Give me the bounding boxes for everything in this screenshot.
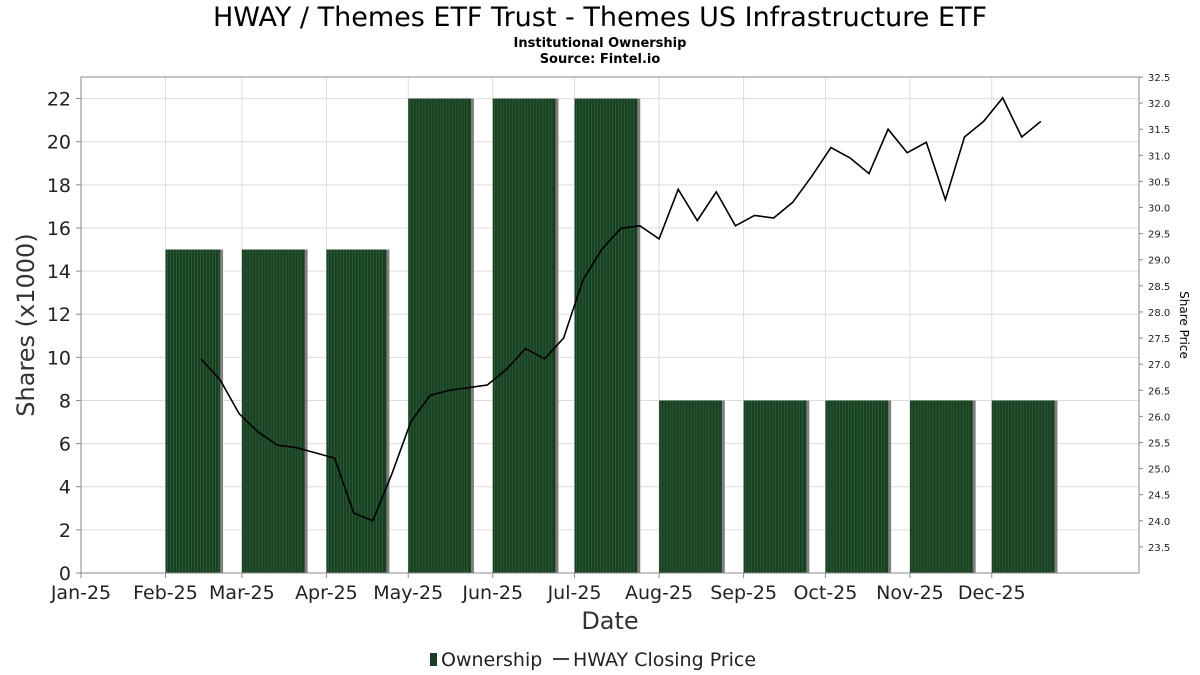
line-layer	[200, 96, 1042, 522]
legend-price-label: HWAY Closing Price	[573, 649, 756, 671]
y-tick-label: 8	[59, 390, 71, 412]
y2-tick-label: 30.0	[1148, 204, 1170, 215]
chart-source: Source: Fintel.io	[539, 52, 661, 67]
x-tick-label: May-25	[373, 582, 443, 604]
y2-tick-label: 25.0	[1148, 465, 1170, 476]
y2-tick-label: 28.0	[1148, 308, 1170, 319]
y-tick-label: 16	[47, 218, 71, 240]
y-tick-label: 2	[59, 520, 71, 542]
y2-tick-label: 24.5	[1148, 491, 1170, 502]
x-tick-label: Nov-25	[876, 582, 944, 604]
y2-tick-label: 27.5	[1148, 334, 1170, 345]
price-line	[200, 96, 1042, 522]
y2-tick-label: 28.5	[1148, 282, 1170, 293]
x-tick-label: Aug-25	[625, 582, 693, 604]
x-tick-label: Feb-25	[133, 582, 198, 604]
x-tick-label: Mar-25	[209, 582, 275, 604]
plot-frame	[80, 76, 1140, 574]
y-tick-label: 4	[59, 477, 71, 499]
y2-tick-label: 24.0	[1148, 517, 1170, 528]
y2-tick-label: 29.5	[1148, 230, 1170, 241]
y2-axis-title: Share Price	[1177, 291, 1191, 359]
y-tick-label: 14	[47, 261, 71, 283]
y-tick-label: 6	[59, 434, 71, 456]
ownership-bar	[825, 400, 889, 573]
y-tick-label: 18	[47, 175, 71, 197]
x-tick-label: Jun-25	[461, 582, 523, 604]
ownership-bar	[991, 400, 1055, 573]
y-tick-label: 20	[47, 132, 71, 154]
ownership-bar	[165, 249, 221, 574]
legend-ownership-swatch	[430, 653, 437, 666]
ownership-bar	[574, 98, 638, 573]
ownership-bar	[408, 98, 471, 573]
y2-tick-label: 26.5	[1148, 386, 1170, 397]
ownership-bar	[743, 400, 807, 573]
y2-tick-label: 29.0	[1148, 256, 1170, 267]
ownership-bar	[909, 400, 973, 573]
chart-title: HWAY / Themes ETF Trust - Themes US Infr…	[212, 2, 988, 33]
y2-tick-label: 25.5	[1148, 438, 1170, 449]
ownership-bar	[492, 98, 556, 573]
y2-tick-label: 27.0	[1148, 360, 1170, 371]
y2-tick-label: 32.0	[1148, 99, 1170, 110]
y2-tick-label: 23.5	[1148, 543, 1170, 554]
ownership-bar	[659, 400, 722, 573]
y-tick-label: 12	[47, 304, 71, 326]
bar-layer	[165, 98, 1058, 574]
x-tick-label: Dec-25	[958, 582, 1026, 604]
chart-subtitle: Institutional Ownership	[513, 36, 687, 51]
y2-tick-label: 32.5	[1148, 73, 1170, 84]
ownership-bar	[326, 249, 387, 574]
y2-tick-label: 31.0	[1148, 151, 1170, 162]
y-axis-title: Shares (x1000)	[12, 233, 40, 416]
y2-tick-label: 26.0	[1148, 412, 1170, 423]
y-tick-label: 22	[47, 89, 71, 111]
x-tick-label: Jul-25	[547, 582, 602, 604]
x-tick-label: Oct-25	[793, 582, 857, 604]
y-tick-label: 10	[47, 347, 71, 369]
legend-ownership-label: Ownership	[441, 649, 542, 671]
legend: Ownership HWAY Closing Price	[430, 649, 756, 671]
y2-tick-label: 30.5	[1148, 177, 1170, 188]
x-tick-label: Jan-25	[50, 582, 111, 604]
ownership-bar	[241, 249, 305, 574]
axis-layer: 0 2 4 6 8 10 12 14 16 18 20 22 23.5 24.0 24.5 25.0 25.5 2…	[47, 73, 1170, 604]
x-tick-label: Apr-25	[295, 582, 358, 604]
y2-tick-label: 31.5	[1148, 125, 1170, 136]
x-axis-title: Date	[581, 607, 638, 635]
x-tick-label: Sep-25	[710, 582, 777, 604]
y-tick-label: 0	[59, 563, 71, 585]
